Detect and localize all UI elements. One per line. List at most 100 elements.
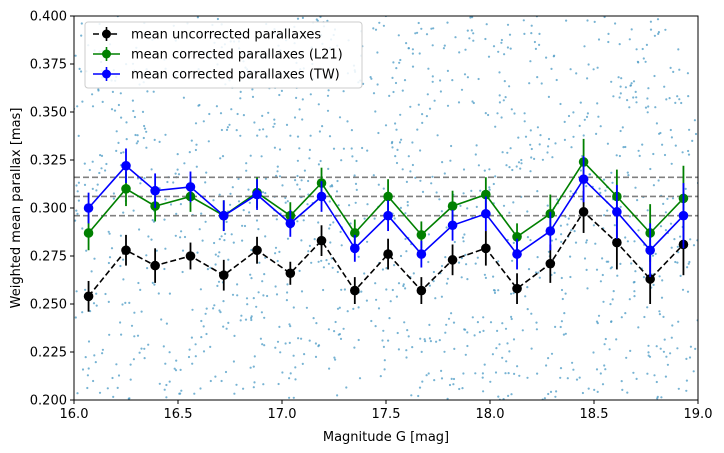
background-point [503, 80, 506, 83]
background-point [235, 383, 238, 386]
background-point [442, 47, 445, 50]
background-point [635, 377, 638, 380]
data-point [416, 230, 427, 240]
background-point [620, 380, 623, 383]
background-point [671, 324, 674, 327]
background-point [462, 240, 465, 243]
background-point [193, 392, 196, 395]
background-point [540, 82, 543, 85]
background-point [302, 219, 305, 222]
background-point [604, 189, 607, 192]
background-point [257, 228, 260, 231]
background-point [241, 224, 244, 227]
background-point [500, 116, 503, 119]
background-point [641, 47, 644, 51]
background-point [108, 256, 112, 259]
background-point [329, 241, 332, 244]
background-point [536, 256, 539, 259]
background-point [395, 161, 399, 165]
background-point [606, 209, 609, 212]
background-point [618, 96, 621, 99]
background-point [460, 88, 464, 91]
background-point [278, 93, 281, 97]
background-point [405, 349, 408, 352]
background-point [681, 151, 684, 154]
background-point [694, 132, 698, 136]
background-point [266, 294, 269, 298]
background-point [248, 201, 251, 204]
background-point [618, 154, 622, 158]
background-point [535, 328, 539, 331]
background-point [74, 219, 77, 222]
background-point [476, 321, 479, 324]
background-point [677, 251, 680, 254]
background-point [315, 322, 318, 325]
background-point [163, 218, 166, 221]
background-point [294, 179, 297, 182]
x-axis: 16.0 16.5 17.0 17.5 18.0 18.5 19.0 [60, 400, 712, 422]
background-point [74, 316, 77, 319]
data-point [645, 245, 655, 256]
background-point [405, 250, 408, 253]
background-point [212, 199, 215, 202]
background-point [284, 342, 287, 345]
background-point [395, 128, 398, 131]
background-point [100, 154, 104, 157]
background-point [652, 152, 655, 156]
background-point [195, 143, 198, 146]
background-point [86, 386, 89, 390]
background-point [694, 347, 697, 350]
background-point [297, 337, 300, 340]
background-point [518, 374, 521, 377]
background-point [378, 21, 381, 24]
background-point [366, 203, 369, 206]
background-point [567, 217, 570, 220]
background-point [390, 142, 393, 145]
background-point [508, 85, 511, 88]
background-point [163, 267, 166, 271]
background-point [289, 372, 292, 375]
background-point [179, 236, 182, 239]
background-point [391, 76, 394, 79]
background-point [277, 382, 280, 386]
background-point [284, 201, 287, 204]
background-point [229, 192, 232, 195]
background-point [582, 134, 585, 137]
background-point [553, 54, 556, 57]
background-point [607, 32, 610, 36]
background-point [559, 224, 563, 227]
background-point [553, 271, 556, 274]
background-point [164, 198, 167, 201]
background-point [80, 70, 83, 73]
background-point [547, 145, 550, 148]
background-point [613, 224, 616, 227]
background-point [405, 42, 408, 45]
background-point [151, 281, 154, 284]
data-point [645, 274, 655, 284]
background-point [688, 260, 691, 264]
background-point [160, 318, 163, 321]
data-point [350, 243, 360, 254]
background-point [488, 186, 491, 189]
background-point [676, 245, 679, 248]
background-point [110, 108, 114, 111]
background-point [566, 377, 569, 380]
background-point [258, 128, 261, 131]
background-point [659, 347, 662, 350]
background-point [524, 135, 528, 138]
background-point [147, 235, 150, 238]
background-point [241, 239, 244, 242]
background-point [656, 397, 659, 400]
background-point [411, 65, 415, 68]
background-point [253, 355, 256, 358]
background-point [374, 28, 378, 31]
background-point [481, 372, 484, 375]
background-point [585, 241, 588, 244]
background-point [405, 356, 408, 359]
data-point [612, 207, 622, 217]
background-point [633, 295, 636, 298]
x-tick-label: 18.5 [580, 407, 609, 422]
background-point [179, 203, 182, 206]
background-point [86, 374, 89, 377]
legend-marker [102, 49, 111, 59]
